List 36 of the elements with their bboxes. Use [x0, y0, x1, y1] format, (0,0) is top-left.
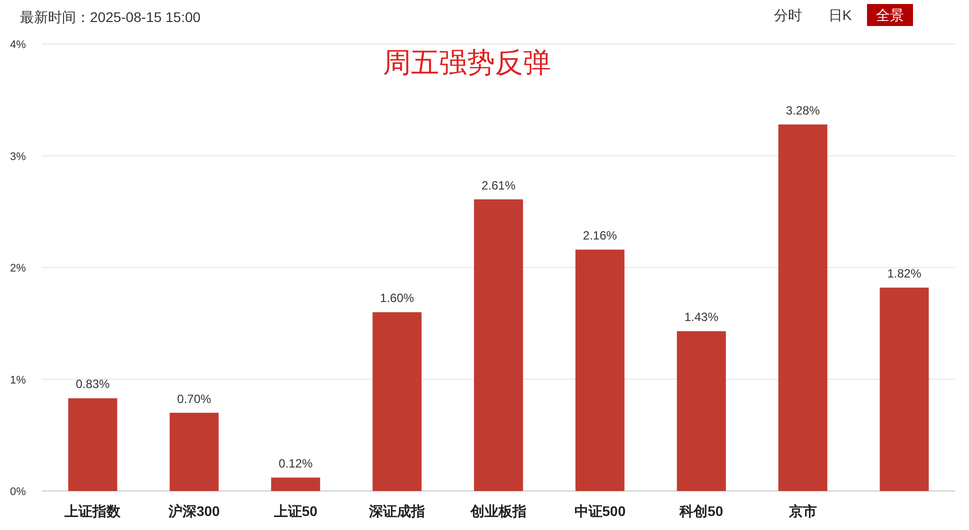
- text: 最新时间：2025-08-15 15:00: [20, 9, 201, 25]
- bar: [170, 412, 219, 491]
- bar: [474, 199, 523, 491]
- y-tick-label: 4%: [10, 39, 26, 51]
- x-tick-label: 深证成指: [368, 503, 426, 519]
- x-tick-label: 上证指数: [64, 503, 122, 519]
- data-label: 0.70%: [177, 392, 212, 406]
- data-label: 1.82%: [887, 266, 922, 281]
- bar: [68, 398, 118, 491]
- y-tick-label: 1%: [10, 374, 26, 386]
- data-label: 0.12%: [278, 456, 313, 471]
- text: 全景: [876, 7, 904, 23]
- bar: [778, 124, 828, 491]
- bar: [372, 312, 422, 491]
- chart-title: 周五强势反弹: [383, 47, 551, 78]
- bar: [271, 478, 320, 491]
- y-tick-label: 2%: [10, 262, 26, 274]
- text: 分时: [774, 7, 802, 23]
- bar: [575, 250, 624, 491]
- data-label: 1.60%: [380, 291, 414, 306]
- data-label: 0.83%: [76, 377, 110, 392]
- x-tick-label: 上证50: [272, 503, 318, 519]
- x-tick-label: 创业板指: [470, 503, 526, 519]
- data-label: 1.43%: [684, 310, 719, 324]
- bar: [880, 288, 929, 491]
- x-tick-label: 京市: [788, 503, 817, 519]
- x-tick-label: 中证500: [574, 503, 626, 519]
- text: 日K: [828, 7, 852, 23]
- x-tick-label: 科创50: [678, 503, 724, 519]
- y-tick-label: 0%: [10, 486, 26, 498]
- y-tick-label: 3%: [10, 150, 26, 163]
- x-tick-label: 沪深300: [167, 503, 220, 519]
- data-label: 2.61%: [481, 178, 516, 192]
- data-label: 3.28%: [786, 103, 820, 118]
- bar: [676, 331, 726, 491]
- data-label: 2.16%: [582, 228, 618, 243]
